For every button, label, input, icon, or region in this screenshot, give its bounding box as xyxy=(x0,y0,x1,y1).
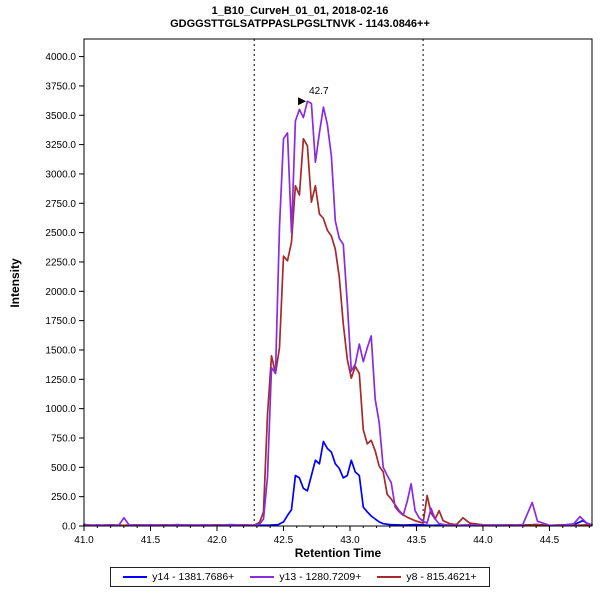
legend-item: y14 - 1381.7686+ xyxy=(123,571,234,583)
y-tick-label: 4000.0 xyxy=(45,52,76,63)
plot-border xyxy=(83,38,593,527)
x-tick-label: 43.5 xyxy=(407,535,427,546)
legend-line-sample xyxy=(377,576,402,578)
x-tick-label: 42.5 xyxy=(274,535,294,546)
y-tick-label: 2750.0 xyxy=(45,199,76,210)
peak-annotation: 42.7 xyxy=(309,86,329,97)
legend-line-sample xyxy=(123,576,148,578)
y-tick-label: 1750.0 xyxy=(45,316,76,327)
x-axis-label: Retention Time xyxy=(295,546,382,560)
y-tick-label: 250.0 xyxy=(51,492,76,503)
y-tick-label: 2250.0 xyxy=(45,257,76,268)
y-tick-label: 750.0 xyxy=(51,433,76,444)
y-tick-label: 1500.0 xyxy=(45,345,76,356)
y-tick-label: 3500.0 xyxy=(45,111,76,122)
legend-label: y13 - 1280.7209+ xyxy=(279,571,362,583)
x-tick-label: 41.5 xyxy=(141,535,161,546)
legend-item: y8 - 815.4621+ xyxy=(377,571,477,583)
y-tick-label: 3750.0 xyxy=(45,81,76,92)
chart-title: 1_B10_CurveH_01_01, 2018-02-16 xyxy=(211,5,389,17)
legend-container: y14 - 1381.7686+ y13 - 1280.7209+ y8 - 815… xyxy=(0,565,600,587)
x-tick-label: 41.0 xyxy=(74,535,94,546)
x-tick-label: 42.0 xyxy=(207,535,227,546)
x-tick-label: 44.0 xyxy=(473,535,493,546)
y-tick-label: 2000.0 xyxy=(45,287,76,298)
legend: y14 - 1381.7686+ y13 - 1280.7209+ y8 - 815… xyxy=(110,567,490,587)
y-tick-label: 3000.0 xyxy=(45,169,76,180)
y-tick-label: 1000.0 xyxy=(45,404,76,415)
y-tick-label: 3250.0 xyxy=(45,140,76,151)
legend-label: y14 - 1381.7686+ xyxy=(152,571,235,583)
y-axis-label: Intensity xyxy=(8,258,22,308)
y-tick-label: 0.0 xyxy=(62,522,76,533)
chromatogram-plot[interactable]: Retention Time Intensity 41.0 41.5 42.0 42.… xyxy=(0,31,600,563)
legend-label: y8 - 815.4621+ xyxy=(406,571,477,583)
x-tick-label: 44.5 xyxy=(540,535,560,546)
x-tick-label: 43.0 xyxy=(340,535,360,546)
chart-subtitle: GDGGSTTGLSATPPASLPGSLTNVK - 1143.0846++ xyxy=(170,18,430,30)
plot-area[interactable] xyxy=(84,39,592,526)
series-line-y13 xyxy=(83,100,593,527)
legend-line-sample xyxy=(250,576,275,578)
y-tick-label: 500.0 xyxy=(51,463,76,474)
y-tick-label: 2500.0 xyxy=(45,228,76,239)
peak-pointer-icon xyxy=(298,97,307,106)
chart-header: 1_B10_CurveH_01_01, 2018-02-16 GDGGSTTGL… xyxy=(0,0,600,31)
legend-item: y13 - 1280.7209+ xyxy=(250,571,361,583)
y-tick-label: 1250.0 xyxy=(45,375,76,386)
